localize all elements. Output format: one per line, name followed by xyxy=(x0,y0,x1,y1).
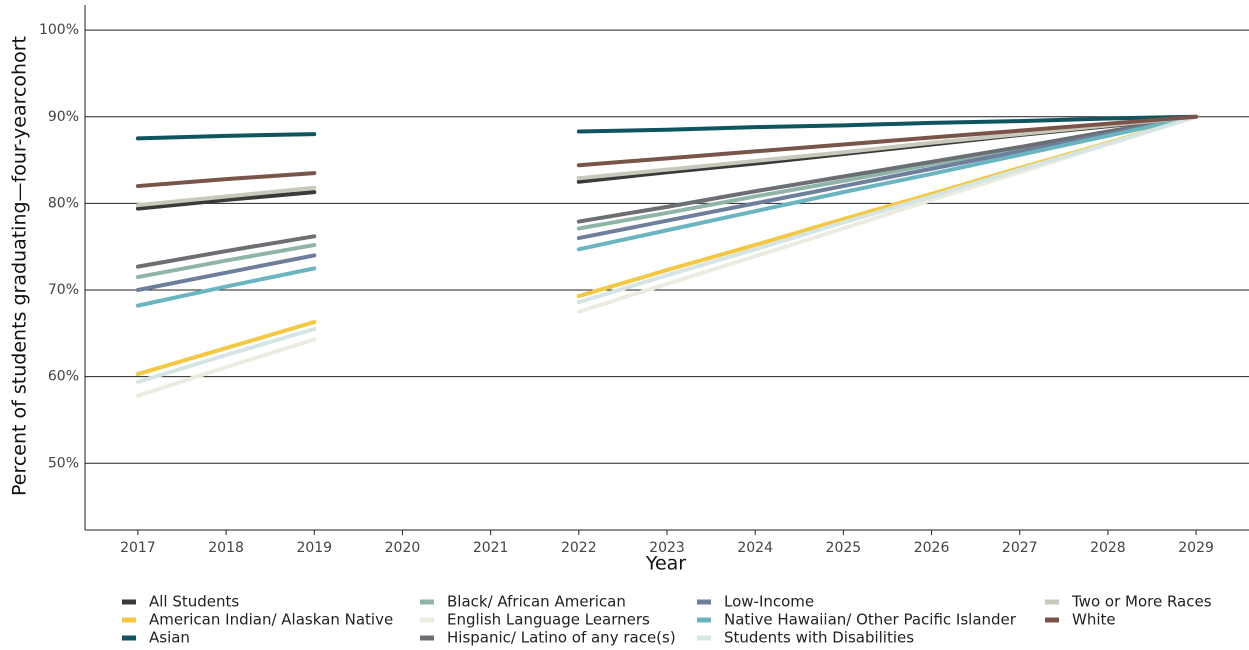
x-tick-label: 2018 xyxy=(208,540,244,556)
x-tick-label: 2026 xyxy=(914,540,950,556)
series-line xyxy=(135,114,1199,208)
x-tick-label: 2023 xyxy=(649,540,685,556)
legend-label: English Language Learners xyxy=(447,611,650,629)
x-tick-label: 2020 xyxy=(385,540,421,556)
x-tick-label: 2025 xyxy=(826,540,862,556)
x-tick-label: 2029 xyxy=(1178,540,1214,556)
series-line xyxy=(135,114,1199,280)
legend-label: Black/ African American xyxy=(447,593,626,611)
y-tick-label: 60% xyxy=(48,369,79,385)
series-line xyxy=(135,114,1199,269)
y-tick-label: 70% xyxy=(48,282,79,298)
legend-label: Hispanic/ Latino of any race(s) xyxy=(447,629,676,647)
y-tick-label: 80% xyxy=(48,195,79,211)
series-line xyxy=(135,114,1199,141)
x-tick-label: 2019 xyxy=(296,540,332,556)
x-axis-title: Year xyxy=(645,553,686,575)
legend-label: American Indian/ Alaskan Native xyxy=(149,611,393,629)
legend-label: White xyxy=(1072,611,1116,629)
y-axis-title: Percent of students graduating—four-year… xyxy=(9,36,31,496)
series-line xyxy=(135,114,1199,189)
x-tick-label: 2024 xyxy=(737,540,773,556)
legend-label: Two or More Races xyxy=(1071,593,1212,611)
legend-label: Students with Disabilities xyxy=(724,629,914,647)
x-tick-label: 2028 xyxy=(1090,540,1126,556)
x-tick-label: 2021 xyxy=(473,540,509,556)
legend-label: Native Hawaiian/ Other Pacific Islander xyxy=(724,611,1017,629)
y-tick-label: 100% xyxy=(39,22,79,38)
y-tick-label: 90% xyxy=(48,109,79,125)
legend-label: All Students xyxy=(149,593,239,611)
series-line xyxy=(135,114,1199,384)
y-tick-label: 50% xyxy=(48,455,79,471)
x-tick-label: 2022 xyxy=(561,540,597,556)
series-line xyxy=(135,114,1199,308)
legend-label: Low-Income xyxy=(724,593,814,611)
x-tick-label: 2017 xyxy=(120,540,156,556)
legend-label: Asian xyxy=(149,629,190,647)
x-tick-label: 2027 xyxy=(1002,540,1038,556)
